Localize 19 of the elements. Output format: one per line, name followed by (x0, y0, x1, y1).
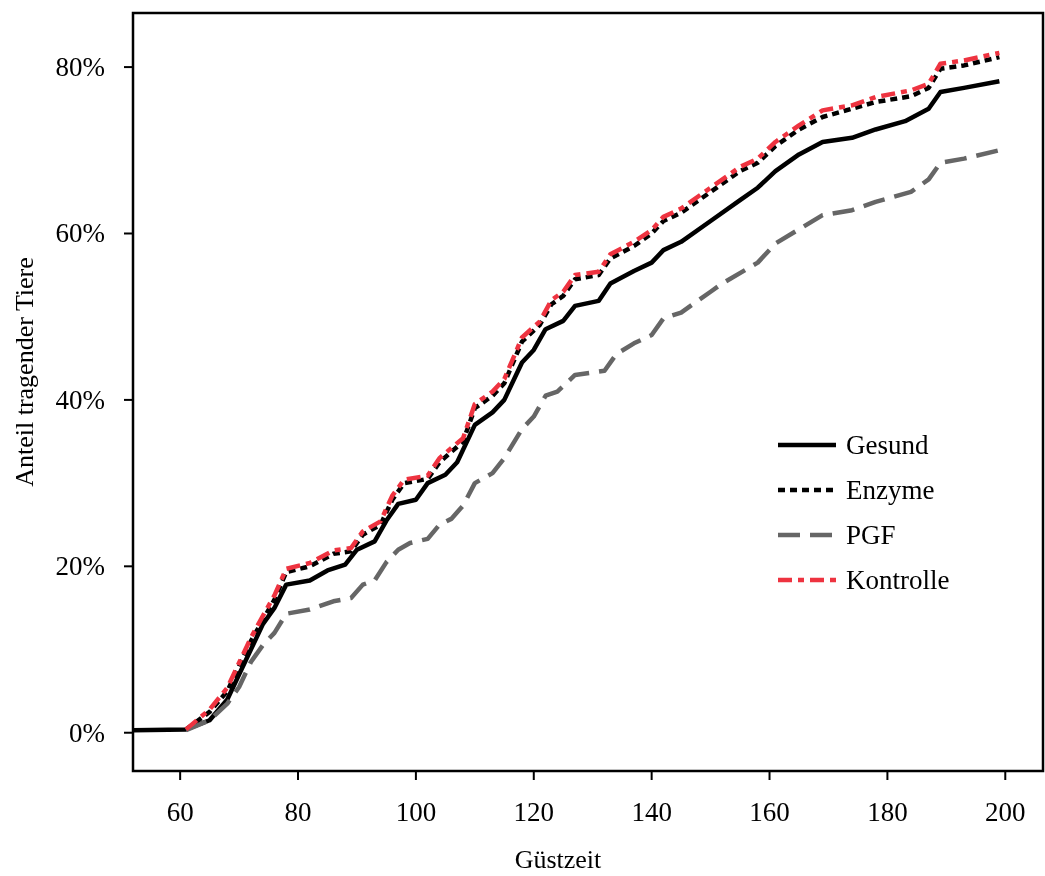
x-tick-label: 180 (867, 797, 908, 827)
legend-label: PGF (846, 520, 896, 550)
x-tick-label: 120 (513, 797, 555, 827)
y-tick-label: 80% (55, 52, 105, 83)
legend-label: Kontrolle (846, 565, 950, 595)
x-tick-label: 80 (284, 797, 312, 827)
y-tick-label: 0% (69, 717, 105, 748)
y-tick-label: 60% (55, 218, 105, 249)
x-tick-label: 100 (395, 797, 437, 827)
y-tick-label: 40% (55, 384, 105, 415)
legend-label: Enzyme (846, 475, 935, 505)
x-tick-label: 160 (749, 797, 790, 827)
legend-label: Gesund (846, 430, 929, 460)
x-axis-title: Güstzeit (514, 845, 603, 874)
x-tick-label: 140 (631, 797, 672, 827)
x-tick-label: 60 (166, 797, 194, 827)
x-tick-label: 200 (985, 797, 1026, 827)
y-tick-label: 20% (55, 551, 105, 582)
y-axis-title: Anteil tragender Tiere (10, 257, 39, 487)
